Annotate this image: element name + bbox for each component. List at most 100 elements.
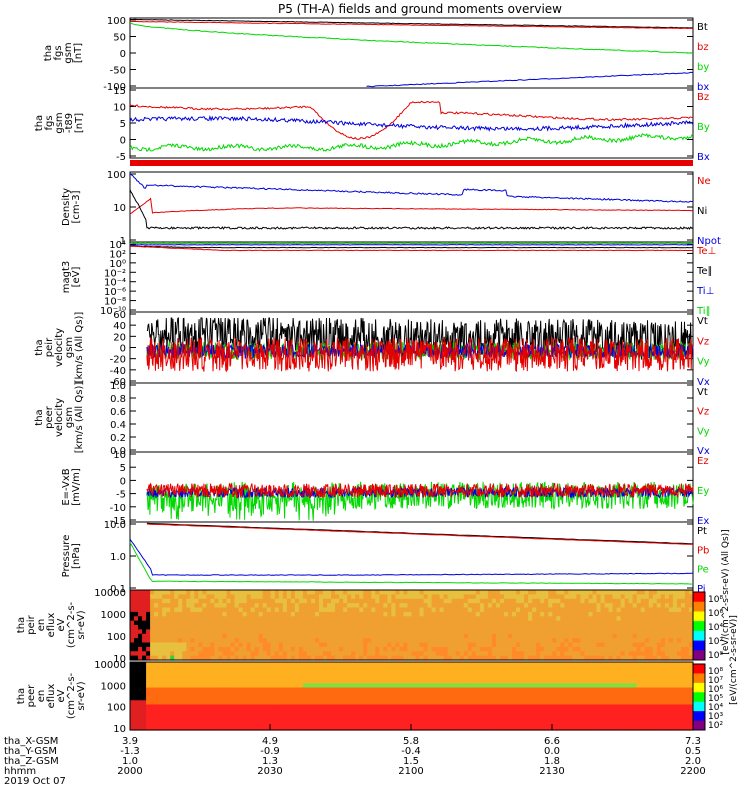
spectrogram-cell [536,721,541,727]
spectrogram-cell [640,662,646,667]
spectrogram-cell [680,646,686,652]
spectrogram-cell [238,651,244,657]
spectrogram-cell [278,620,284,626]
spectrogram-cell [508,594,513,600]
spectrogram-cell [355,721,360,727]
spectrogram-cell [266,655,272,661]
spectrogram-cell [572,620,577,626]
spectrogram-cell [463,620,469,626]
ytick-label: 100 [107,170,126,181]
spectrogram-cell [134,616,139,622]
spectrogram-cell [371,679,376,684]
spectrogram-cell [130,642,135,648]
spectrogram-cell [331,629,336,635]
spectrogram-cell [242,611,248,617]
spectrogram-cell [198,725,203,731]
spectrogram-cell [294,691,300,697]
spectrogram-cell [495,646,501,652]
spectrogram-cell [499,721,505,727]
spectrogram-cell [206,713,212,718]
spectrogram-cell [174,607,179,613]
spectrogram-cell [170,594,175,600]
spectrogram-cell [427,704,433,710]
spectrogram-cell [206,725,212,731]
spectrogram-cell [222,620,228,626]
spectrogram-cell [174,696,179,701]
spectrogram-cell [564,590,569,595]
spectrogram-cell [306,629,312,635]
spectrogram-cell [222,708,228,714]
spectrogram-cell [158,662,163,667]
spectrogram-cell [536,713,541,718]
spectrogram-cell [190,598,195,604]
spectrogram-cell [154,704,159,710]
spectrogram-cell [290,616,296,622]
spectrogram-cell [524,666,529,672]
spectrogram-cell [331,725,336,731]
spectrogram-cell [636,721,642,727]
spectrogram-cell [254,679,260,684]
spectrogram-cell [182,611,187,617]
spectrogram-cell [516,616,521,622]
spectrogram-cell [584,603,590,609]
spectrogram-cell [198,646,203,652]
spectrogram-cell [648,683,654,689]
spectrogram-cell [347,625,352,630]
spectrogram-cell [576,620,581,626]
spectrogram-cell [242,717,248,723]
spectrogram-cell [375,725,380,731]
spectrogram-cell [367,625,372,630]
spectrogram-cell [375,607,380,613]
spectrogram-cell [222,721,228,727]
spectrogram-cell [644,638,650,644]
spectrogram-cell [471,620,477,626]
spectrogram-cell [596,651,602,657]
spectrogram-cell [355,713,360,718]
spectrogram-cell [552,696,557,701]
spectrogram-cell [548,683,553,689]
spectrogram-cell [323,717,328,723]
spectrogram-cell [198,590,203,595]
spectrogram-cell [536,691,541,697]
spectrogram-cell [298,607,304,613]
spectrogram-cell [680,679,686,684]
spectrogram-cell [234,691,240,697]
spectrogram-cell [286,717,292,723]
spectrogram-cell [556,638,561,644]
spectrogram-cell [302,620,308,626]
spectrogram-cell [516,620,521,626]
spectrogram-cell [383,616,388,622]
spectrogram-cell [512,590,517,595]
spectrogram-cell [528,674,533,680]
spectrogram-cell [138,700,143,706]
spectrogram-cell [455,700,461,706]
series-Npot [129,173,694,203]
spectrogram-cell [684,683,690,689]
spectrogram-cell [499,666,505,672]
spectrogram-cell [616,633,622,639]
spectrogram-cell [331,655,336,661]
series-Ne [129,197,694,215]
spectrogram-cell [508,674,513,680]
spectrogram-cell [487,700,493,706]
spectrogram-cell [162,607,167,613]
spectrogram-cell [234,620,240,626]
spectrogram-cell [310,713,316,718]
spectrogram-cell [218,598,224,604]
ytick-label: 10⁻⁴ [104,278,126,289]
spectrogram-cell [202,651,208,657]
spectrogram-cell [158,725,163,731]
spectrogram-cell [552,691,557,697]
spectrogram-cell [588,598,594,604]
spectrogram-cell [596,611,602,617]
spectrogram-cell [447,700,453,706]
spectrogram-cell [668,662,674,667]
spectrogram-cell [672,616,678,622]
spectrogram-cell [479,625,485,630]
spectrogram-cell [664,629,670,635]
spectrogram-cell [202,721,208,727]
spectrogram-cell [134,655,139,661]
spectrogram-cell [648,594,654,600]
spectrogram-cell [612,670,618,676]
spectrogram-cell [242,696,248,701]
